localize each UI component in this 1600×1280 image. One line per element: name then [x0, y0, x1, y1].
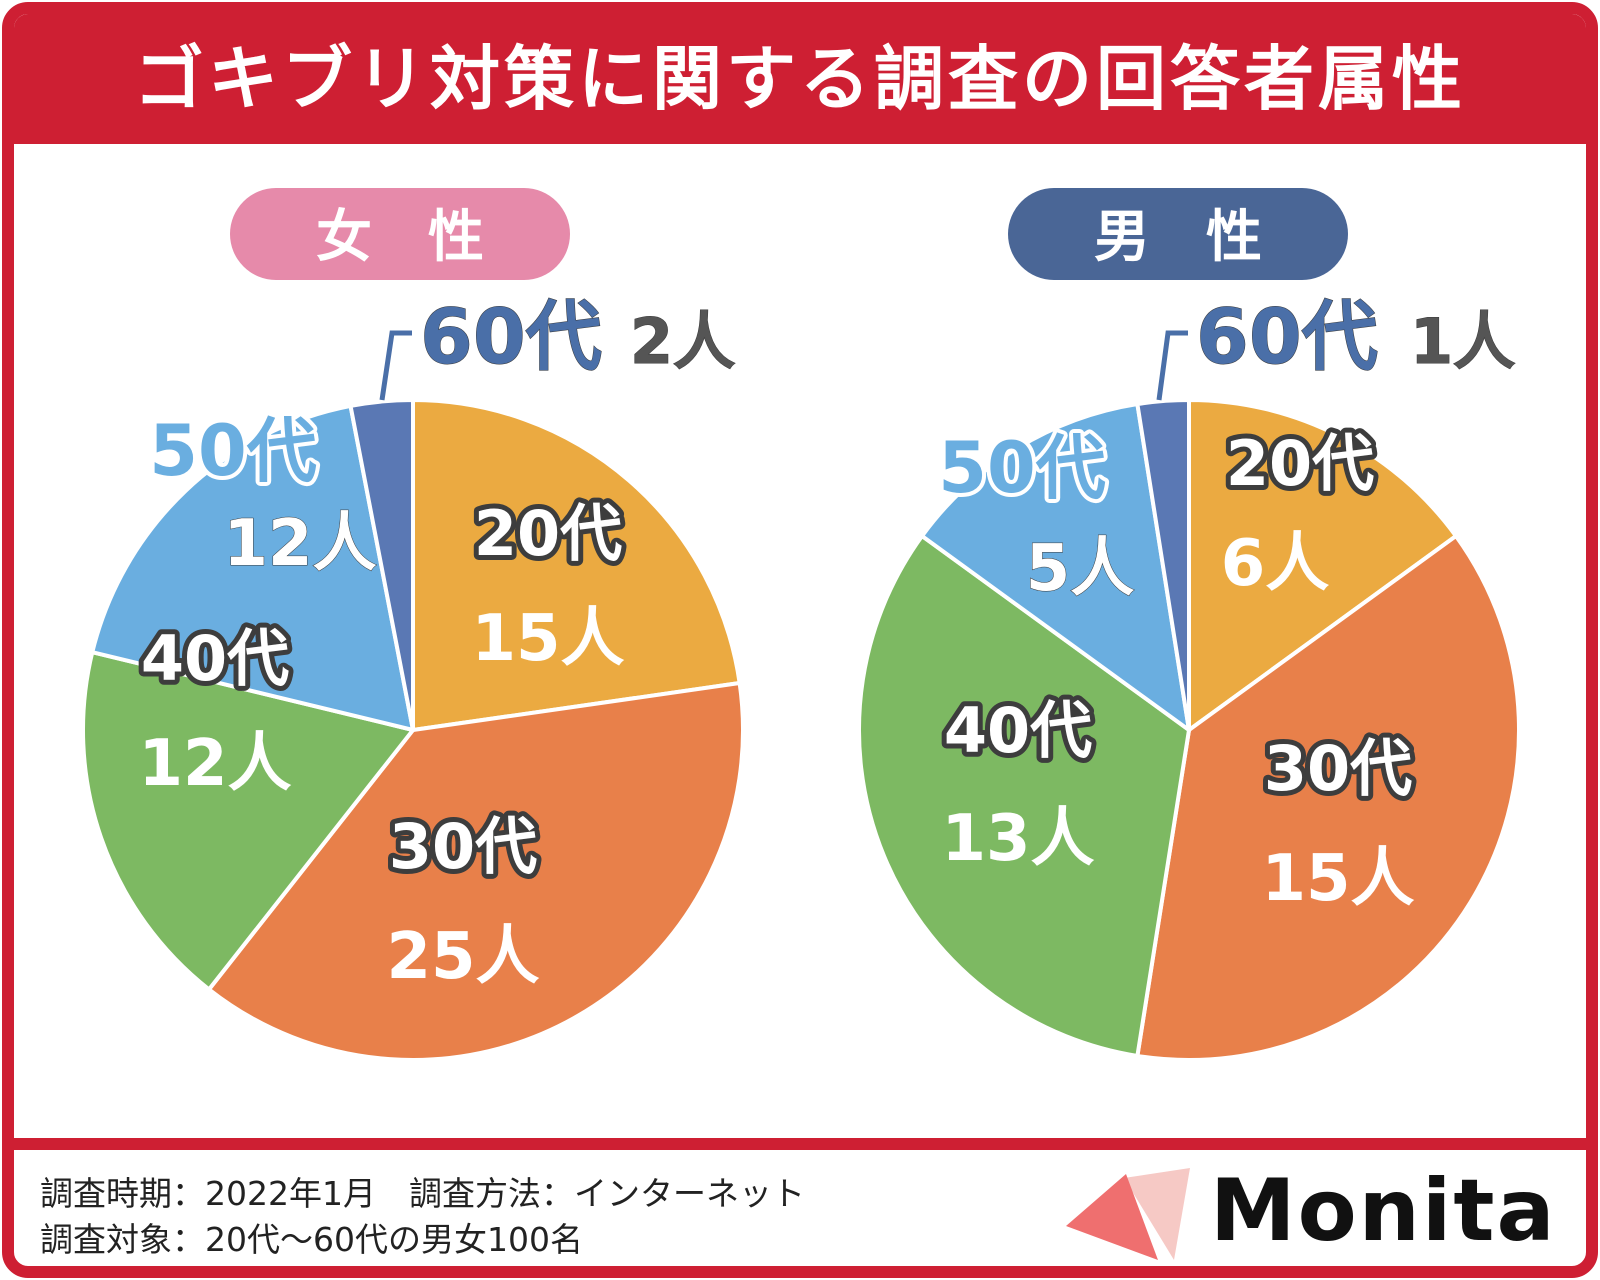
female-label-40s-count: 12人 [138, 727, 291, 801]
female-slice-60s [348, 398, 415, 732]
female-leader-line-60s [379, 330, 412, 401]
male-label-60s-category: 60代 [1196, 292, 1378, 381]
female-slice-30s [207, 681, 745, 1062]
monita-logo-text: Monita [1210, 1161, 1557, 1261]
monita-logo-icon [1066, 1168, 1190, 1260]
female-pie-labels: 20代 15人 30代 25人 40代 12人 50代 12人 60代 2人 [136, 292, 736, 995]
male-label-30s-category: 30代 [1264, 732, 1412, 805]
male-pie [857, 398, 1522, 1062]
survey-target-note: 調査対象：20代～60代の男女100名 [40, 1220, 583, 1259]
male-slice-60s [1135, 398, 1191, 732]
female-header-label: 女 性 [316, 205, 484, 270]
male-slice-20s [1187, 398, 1458, 732]
female-label-60s-count: 2人 [630, 305, 735, 378]
male-label-20s-category: 20代 [1226, 427, 1374, 500]
male-pie-labels: 20代 6人 30代 15人 40代 13人 50代 5人 60代 1人 [934, 292, 1515, 917]
female-label-40s-category: 40代 [141, 622, 289, 695]
male-label-30s-count: 15人 [1261, 842, 1414, 916]
female-label-20s-count: 15人 [471, 602, 624, 676]
female-slice-40s [81, 650, 415, 992]
male-leader-line-60s [1156, 330, 1188, 401]
footer-divider [14, 1138, 1586, 1150]
male-slice-50s [920, 402, 1191, 732]
female-label-20s-category: 20代 [474, 497, 622, 570]
title-band: ゴキブリ対策に関する調査の回答者属性 [14, 14, 1586, 144]
male-header-label: 男 性 [1094, 205, 1262, 270]
male-slice-40s [857, 534, 1191, 1058]
female-header-pill [230, 188, 570, 280]
female-chart-header: 女 性 [230, 188, 570, 280]
male-label-50s-count: 5人 [1026, 532, 1135, 606]
female-label-50s-count: 12人 [223, 507, 376, 581]
male-header-pill [1008, 188, 1348, 280]
male-label-20s-count: 6人 [1221, 527, 1330, 601]
female-pie [81, 398, 745, 1062]
female-slice-50s [90, 403, 415, 732]
female-label-60s-category: 60代 [420, 292, 602, 381]
female-label-30s-count: 25人 [386, 920, 539, 994]
male-label-40s-count: 13人 [941, 802, 1094, 876]
male-slice-30s [1135, 534, 1522, 1062]
page-title: ゴキブリ対策に関する調査の回答者属性 [134, 38, 1466, 120]
male-label-50s-category: 50代 [938, 427, 1105, 509]
female-slice-20s [411, 398, 742, 732]
male-label-60s-count: 1人 [1410, 305, 1515, 378]
female-label-30s-category: 30代 [389, 810, 537, 883]
male-chart-header: 男 性 [1008, 188, 1348, 280]
female-label-50s-category: 50代 [149, 410, 316, 492]
male-label-40s-category: 40代 [944, 694, 1092, 767]
survey-period-note: 調査時期：2022年1月 調査方法：インターネット [40, 1174, 805, 1213]
